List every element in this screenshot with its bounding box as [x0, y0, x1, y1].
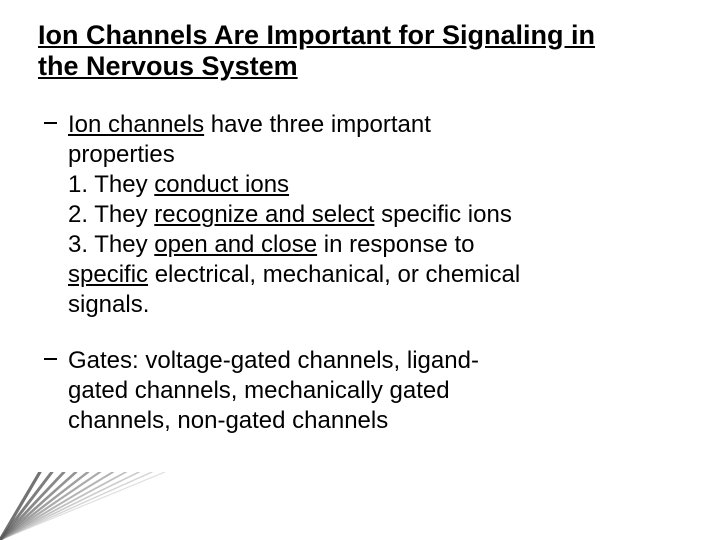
b1-l3a: 1. They: [68, 171, 154, 198]
b2-l2: gated channels, mechanically gated: [68, 377, 450, 404]
title-line1: Ion Channels Are Important for Signaling…: [38, 20, 595, 50]
slide-title: Ion Channels Are Important for Signaling…: [38, 20, 682, 82]
b1-l6b: electrical, mechanical, or chemical: [148, 261, 520, 288]
bullet-gates: Gates: voltage-gated channels, ligand- g…: [38, 346, 682, 436]
b1-conduct: conduct ions: [154, 171, 289, 198]
title-line2: the Nervous System: [38, 51, 298, 81]
slide: Ion Channels Are Important for Signaling…: [0, 0, 720, 540]
bullet-properties: Ion channels have three important proper…: [38, 110, 682, 320]
b2-l1: Gates: voltage-gated channels, ligand-: [68, 347, 479, 374]
b1-open-close: open and close: [154, 231, 317, 258]
b1-l2: properties: [68, 141, 175, 168]
b1-l7: signals.: [68, 291, 149, 318]
b1-l1b: have three important: [204, 111, 431, 138]
b2-l3: channels, non-gated channels: [68, 407, 388, 434]
b1-l4a: 2. They: [68, 201, 154, 228]
b1-specific: specific: [68, 261, 148, 288]
bullet-marker-icon: [44, 358, 57, 360]
b1-ion-channels: Ion channels: [68, 111, 204, 138]
bullet-marker-icon: [44, 122, 57, 124]
b1-recognize: recognize and select: [154, 201, 374, 228]
b1-l5c: in response to: [317, 231, 474, 258]
corner-accent-icon: [0, 472, 165, 540]
b1-l5a: 3. They: [68, 231, 154, 258]
b1-l4c: specific ions: [374, 201, 511, 228]
